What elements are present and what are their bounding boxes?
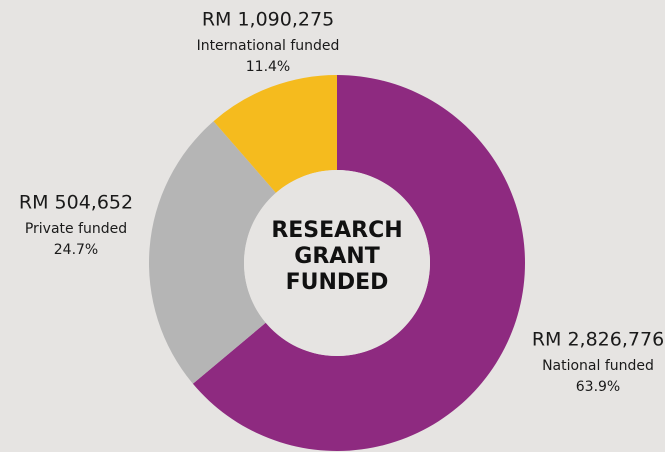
donut-slice — [213, 75, 337, 193]
value-label: 24.7% — [54, 242, 98, 258]
amount-label: RM 2,826,776 — [532, 329, 664, 351]
donut-hole — [244, 170, 430, 356]
value-label: 63.9% — [576, 379, 620, 395]
category-label: Private funded — [25, 221, 127, 237]
donut-slice — [192, 75, 525, 451]
amount-label: RM 1,090,275 — [202, 9, 334, 31]
chart-title: RESEARCH GRANT FUNDED — [271, 218, 403, 295]
donut-slice — [149, 121, 276, 384]
value-label: 11.4% — [246, 59, 290, 75]
amount-label: RM 504,652 — [19, 192, 133, 214]
category-label: International funded — [197, 38, 340, 54]
category-label: National funded — [542, 358, 654, 374]
